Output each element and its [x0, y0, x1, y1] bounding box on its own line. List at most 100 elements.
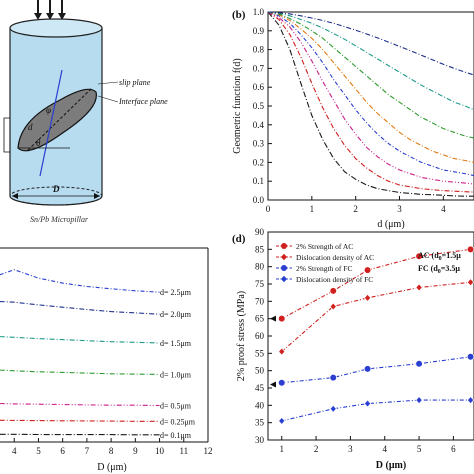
arrow-left-icon	[270, 381, 276, 388]
series-line	[0, 300, 160, 315]
data-point	[363, 293, 372, 303]
y-tick-label: 0.2	[253, 157, 264, 167]
annotation-ac: AC (d0=1.5μ	[418, 251, 461, 262]
data-point	[466, 278, 474, 287]
series-line	[267, 11, 474, 76]
series-line	[267, 11, 474, 197]
series-line	[281, 399, 471, 422]
data-point	[466, 353, 474, 361]
series-label: d= 0.1μm	[160, 431, 192, 440]
arrow-left-icon	[12, 193, 18, 199]
x-axis-label: D (μm)	[376, 460, 406, 471]
series-line	[0, 419, 160, 422]
y-tick-label: 50	[255, 366, 265, 376]
data-point	[466, 395, 474, 405]
x-axis-label: d (μm)	[377, 219, 404, 230]
x-tick-label: 2	[314, 444, 319, 454]
series-line	[0, 433, 160, 436]
data-point	[415, 359, 423, 368]
panel-b-chart: 0.0 0.1 0.2 0.3 0.4 0.5 0.6 0.7 0.8 0.9 1.0 0 1 2 3 4 d …	[232, 7, 474, 230]
data-point	[277, 347, 286, 356]
x-axis-label: D (μm)	[97, 462, 127, 473]
data-point	[363, 399, 372, 408]
series-label: d= 2.5μm	[160, 288, 192, 297]
series-line	[281, 281, 471, 353]
y-tick-label: 0.0	[253, 195, 265, 205]
series-label: d= 1.0μm	[160, 370, 192, 379]
y-tick-label: 30	[255, 435, 265, 445]
y-tick-label: 60	[255, 331, 265, 341]
series-line	[267, 11, 474, 139]
interface-plane-leader	[97, 95, 119, 103]
series-line	[281, 356, 471, 384]
y-tick-label: 0.9	[253, 26, 265, 36]
legend-marker	[281, 265, 287, 271]
y-tick-label: 80	[255, 262, 265, 272]
data-point	[363, 365, 372, 373]
y-tick-label: 0.5	[253, 101, 265, 111]
data-point	[277, 314, 286, 323]
legend-label: Dislocation density of AC	[296, 253, 374, 262]
y-axis-label: Geometric function f(d)	[232, 58, 243, 154]
slip-plane-label: slip plane	[119, 78, 151, 87]
x-tick-label: 12	[204, 446, 213, 456]
y-tick-label: 0.1	[253, 176, 264, 186]
y-tick-label: 55	[255, 348, 265, 358]
y-tick-label: 65	[255, 314, 265, 324]
y-tick-label: 0.6	[253, 82, 265, 92]
data-point	[415, 395, 423, 405]
y-tick-label: 70	[255, 296, 265, 306]
y-tick-label: 0.8	[253, 45, 265, 55]
series-line	[0, 402, 160, 407]
x-tick-label: 4	[12, 446, 17, 456]
y-tick-label: 45	[255, 383, 265, 393]
y-axis-label: 2% proof stress (MPa)	[236, 291, 247, 381]
y-tick-label: 0.3	[253, 139, 265, 149]
micropillar-top	[9, 18, 103, 38]
data-point	[466, 245, 474, 254]
legend-marker	[281, 243, 287, 249]
x-tick-label: 4	[382, 444, 387, 454]
series-line	[0, 369, 160, 375]
series-line	[0, 269, 160, 293]
series-line	[267, 11, 474, 185]
diameter-label: D	[52, 184, 60, 194]
legend-marker	[281, 253, 287, 261]
data-point	[415, 283, 423, 292]
micropillar-base	[9, 186, 103, 206]
d-dimension-label: d	[28, 122, 33, 132]
x-tick-label: 5	[36, 446, 41, 456]
y-tick-label: 90	[255, 227, 265, 237]
series-line	[267, 11, 474, 193]
data-point	[329, 302, 337, 311]
data-point	[329, 287, 338, 295]
panel-a-schematic: φ d θ slip plane Interface plane D Sn/Pb…	[3, 0, 168, 224]
annotation-fc: FC (d0=3.5μ	[418, 264, 460, 275]
data-point	[277, 416, 286, 426]
x-tick-label: 6	[60, 446, 65, 456]
series-label: d= 1.5μm	[160, 339, 192, 348]
micropillar-caption: Sn/Pb Micropillar	[30, 215, 89, 224]
y-tick-label: 40	[255, 400, 265, 410]
x-tick-label: 4	[441, 204, 446, 214]
series-line	[267, 11, 474, 163]
x-tick-label: 6	[451, 444, 456, 454]
series-label: d= 2.0μm	[160, 310, 192, 319]
arrow-head-icon	[34, 13, 42, 20]
y-tick-label: 1.0	[253, 7, 265, 17]
panel-c-chart: 4 5 6 7 8 9 10 11 12 D (μm) d= 2.5μm d= 2.0μm d= 1.5…	[0, 247, 213, 473]
y-tick-label: 85	[255, 244, 265, 254]
x-tick-label: 3	[348, 444, 353, 454]
data-point	[415, 252, 423, 261]
data-point	[277, 378, 286, 387]
y-tick-label: 0.4	[253, 120, 265, 130]
y-tick-label: 0.7	[253, 63, 265, 73]
arrow-head-icon	[46, 13, 54, 20]
series-label: d= 0.25μm	[160, 417, 196, 426]
plane-normal-line	[39, 69, 63, 177]
legend-label: Dislocation density of FC	[296, 275, 373, 284]
x-tick-label: 10	[155, 446, 165, 456]
legend-label: 2% Strength of AC	[296, 242, 353, 251]
data-point	[329, 373, 338, 382]
